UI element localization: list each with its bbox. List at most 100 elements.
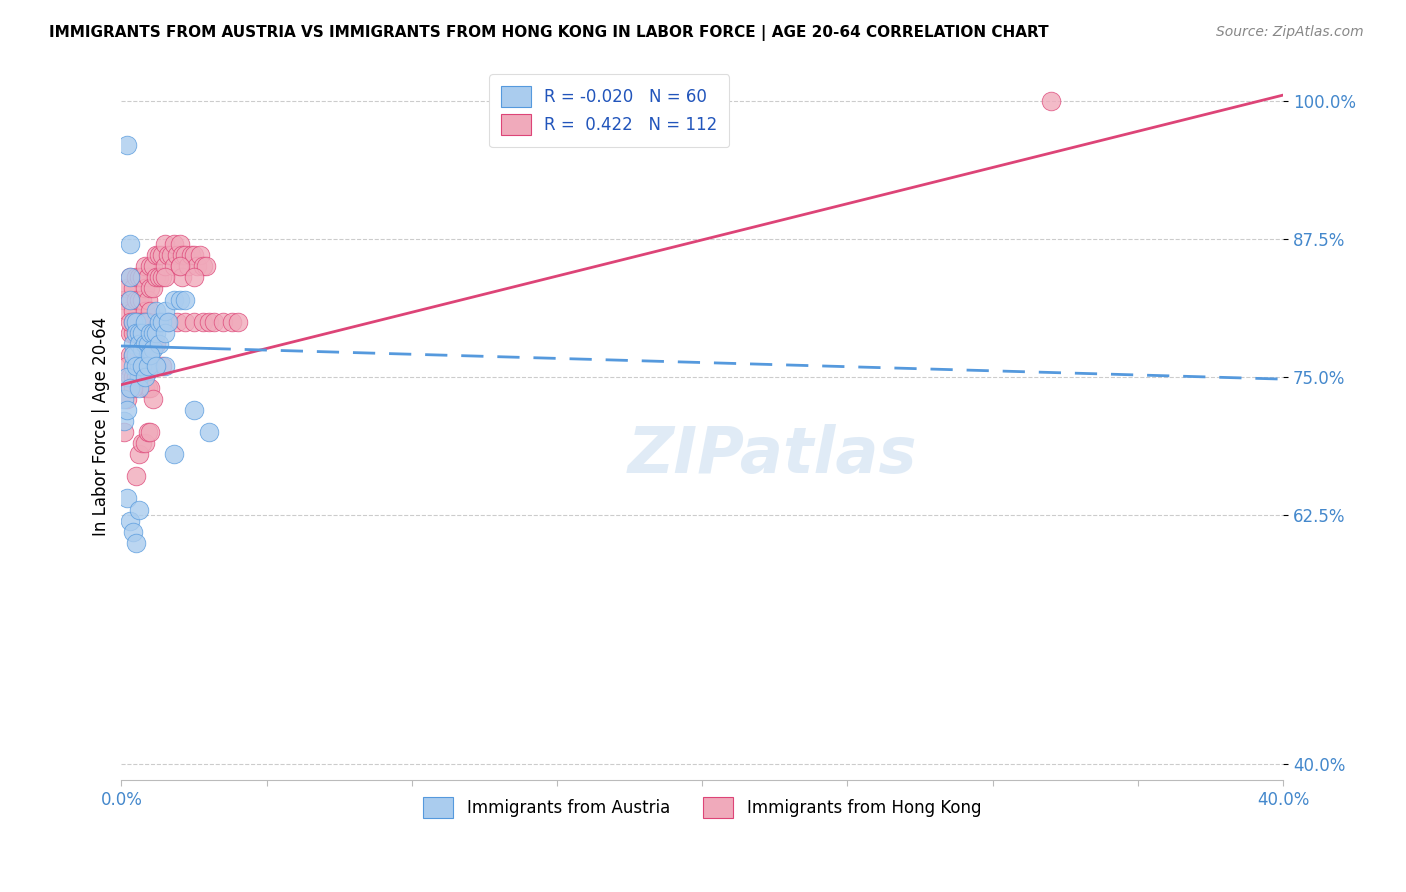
Point — [174, 315, 197, 329]
Point — [136, 348, 159, 362]
Point — [145, 326, 167, 340]
Point — [120, 326, 142, 340]
Point — [120, 348, 142, 362]
Point — [128, 326, 150, 340]
Point — [153, 303, 176, 318]
Point — [128, 270, 150, 285]
Legend: Immigrants from Austria, Immigrants from Hong Kong: Immigrants from Austria, Immigrants from… — [416, 790, 988, 825]
Point — [122, 315, 145, 329]
Point — [163, 447, 186, 461]
Point — [125, 535, 148, 549]
Point — [191, 260, 214, 274]
Point — [174, 293, 197, 307]
Point — [128, 447, 150, 461]
Point — [180, 248, 202, 262]
Point — [120, 370, 142, 384]
Point — [128, 293, 150, 307]
Point — [163, 260, 186, 274]
Point — [134, 348, 156, 362]
Point — [136, 348, 159, 362]
Point — [117, 370, 139, 384]
Point — [212, 315, 235, 329]
Point — [122, 303, 145, 318]
Point — [148, 248, 170, 262]
Point — [131, 315, 153, 329]
Point — [125, 270, 148, 285]
Point — [125, 315, 148, 329]
Point — [156, 248, 179, 262]
Point — [128, 315, 150, 329]
Point — [169, 260, 191, 274]
Point — [183, 248, 205, 262]
Point — [194, 260, 217, 274]
Point — [150, 270, 173, 285]
Point — [169, 260, 191, 274]
Text: IMMIGRANTS FROM AUSTRIA VS IMMIGRANTS FROM HONG KONG IN LABOR FORCE | AGE 20-64 : IMMIGRANTS FROM AUSTRIA VS IMMIGRANTS FR… — [49, 25, 1049, 41]
Point — [226, 315, 249, 329]
Point — [112, 425, 135, 439]
Point — [136, 315, 159, 329]
Point — [128, 370, 150, 384]
Point — [186, 260, 208, 274]
Point — [122, 336, 145, 351]
Point — [142, 281, 165, 295]
Point — [128, 502, 150, 516]
Point — [136, 336, 159, 351]
Point — [139, 260, 162, 274]
Point — [134, 436, 156, 450]
Point — [134, 281, 156, 295]
Point — [150, 248, 173, 262]
Point — [125, 348, 148, 362]
Point — [150, 359, 173, 373]
Point — [131, 348, 153, 362]
Point — [131, 359, 153, 373]
Point — [131, 436, 153, 450]
Point — [125, 293, 148, 307]
Point — [142, 392, 165, 406]
Point — [136, 270, 159, 285]
Point — [125, 370, 148, 384]
Point — [117, 392, 139, 406]
Point — [117, 281, 139, 295]
Point — [131, 326, 153, 340]
Point — [120, 381, 142, 395]
Point — [134, 336, 156, 351]
Point — [125, 359, 148, 373]
Point — [136, 381, 159, 395]
Point — [125, 348, 148, 362]
Point — [136, 359, 159, 373]
Point — [148, 270, 170, 285]
Point — [1039, 94, 1062, 108]
Point — [169, 237, 191, 252]
Point — [131, 343, 153, 357]
Point — [120, 293, 142, 307]
Point — [139, 326, 162, 340]
Point — [128, 326, 150, 340]
Point — [197, 315, 219, 329]
Point — [139, 381, 162, 395]
Point — [134, 315, 156, 329]
Point — [112, 414, 135, 428]
Point — [145, 359, 167, 373]
Point — [122, 524, 145, 539]
Point — [122, 348, 145, 362]
Point — [221, 315, 243, 329]
Point — [125, 326, 148, 340]
Point — [139, 348, 162, 362]
Point — [122, 359, 145, 373]
Text: Source: ZipAtlas.com: Source: ZipAtlas.com — [1216, 25, 1364, 39]
Point — [128, 359, 150, 373]
Point — [148, 315, 170, 329]
Point — [163, 237, 186, 252]
Point — [153, 359, 176, 373]
Point — [120, 270, 142, 285]
Point — [120, 270, 142, 285]
Point — [139, 326, 162, 340]
Point — [131, 293, 153, 307]
Point — [145, 270, 167, 285]
Point — [120, 315, 142, 329]
Point — [134, 359, 156, 373]
Point — [197, 425, 219, 439]
Point — [117, 403, 139, 417]
Point — [120, 514, 142, 528]
